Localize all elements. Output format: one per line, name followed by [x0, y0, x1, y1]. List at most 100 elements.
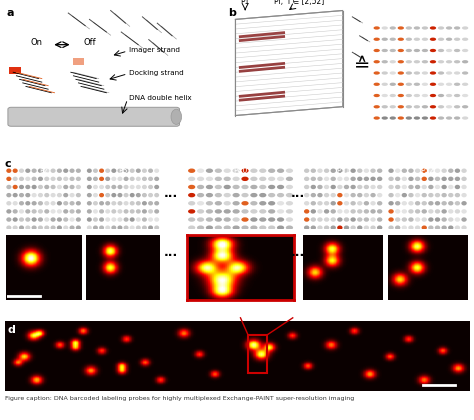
Circle shape — [461, 217, 467, 222]
Circle shape — [51, 193, 55, 197]
Circle shape — [154, 168, 159, 173]
Circle shape — [44, 168, 49, 173]
Circle shape — [435, 217, 440, 222]
Circle shape — [406, 116, 412, 120]
Circle shape — [38, 226, 43, 230]
Circle shape — [415, 217, 420, 222]
Circle shape — [390, 26, 396, 30]
Circle shape — [310, 168, 316, 173]
Circle shape — [374, 38, 380, 41]
Circle shape — [232, 226, 240, 230]
Circle shape — [461, 185, 467, 189]
Circle shape — [6, 201, 11, 205]
Circle shape — [421, 177, 427, 181]
Circle shape — [148, 217, 153, 222]
Circle shape — [250, 177, 257, 181]
Circle shape — [142, 217, 147, 222]
Circle shape — [124, 226, 128, 230]
Circle shape — [398, 26, 404, 30]
Circle shape — [277, 168, 284, 173]
Circle shape — [93, 201, 98, 205]
Circle shape — [344, 185, 349, 189]
Circle shape — [388, 217, 394, 222]
Circle shape — [415, 209, 420, 214]
Circle shape — [324, 168, 329, 173]
Circle shape — [99, 226, 104, 230]
Circle shape — [428, 177, 434, 181]
Circle shape — [44, 209, 49, 214]
Circle shape — [215, 217, 222, 222]
Circle shape — [382, 105, 388, 108]
Circle shape — [317, 201, 323, 205]
Circle shape — [441, 177, 447, 181]
Circle shape — [364, 217, 369, 222]
Circle shape — [401, 193, 407, 197]
Circle shape — [148, 201, 153, 205]
Circle shape — [461, 201, 467, 205]
Circle shape — [124, 201, 128, 205]
Circle shape — [390, 60, 396, 63]
Circle shape — [401, 209, 407, 214]
Circle shape — [454, 83, 460, 86]
Circle shape — [422, 38, 428, 41]
Circle shape — [188, 177, 195, 181]
Circle shape — [422, 60, 428, 63]
Circle shape — [357, 185, 363, 189]
Circle shape — [250, 217, 257, 222]
Circle shape — [324, 185, 329, 189]
Circle shape — [51, 217, 55, 222]
Circle shape — [224, 226, 231, 230]
Circle shape — [250, 201, 257, 205]
Circle shape — [38, 217, 43, 222]
Circle shape — [87, 226, 92, 230]
Circle shape — [304, 201, 310, 205]
Circle shape — [438, 49, 444, 52]
Circle shape — [406, 38, 412, 41]
Circle shape — [364, 168, 369, 173]
Circle shape — [142, 226, 147, 230]
Circle shape — [395, 193, 401, 197]
Circle shape — [406, 49, 412, 52]
Circle shape — [441, 168, 447, 173]
Circle shape — [364, 226, 369, 230]
Circle shape — [317, 168, 323, 173]
Circle shape — [310, 226, 316, 230]
Circle shape — [25, 201, 30, 205]
Circle shape — [330, 193, 336, 197]
Circle shape — [454, 71, 460, 75]
Circle shape — [99, 177, 104, 181]
Circle shape — [428, 193, 434, 197]
Circle shape — [63, 217, 68, 222]
Circle shape — [344, 193, 349, 197]
Circle shape — [250, 226, 257, 230]
Text: Figure caption: DNA barcoded labeling probes for highly multiplexed Exchange-PAI: Figure caption: DNA barcoded labeling pr… — [5, 396, 354, 401]
Circle shape — [44, 193, 49, 197]
Circle shape — [215, 177, 222, 181]
Circle shape — [105, 177, 110, 181]
Circle shape — [357, 226, 363, 230]
Circle shape — [390, 105, 396, 108]
Circle shape — [414, 116, 420, 120]
Circle shape — [268, 168, 275, 173]
Circle shape — [19, 201, 24, 205]
Circle shape — [377, 209, 383, 214]
Circle shape — [455, 226, 460, 230]
Circle shape — [462, 105, 468, 108]
Circle shape — [13, 177, 18, 181]
Circle shape — [401, 217, 407, 222]
Circle shape — [130, 226, 135, 230]
Circle shape — [76, 168, 81, 173]
Circle shape — [268, 185, 275, 189]
Circle shape — [374, 26, 380, 30]
Circle shape — [32, 185, 36, 189]
Circle shape — [44, 201, 49, 205]
Circle shape — [382, 60, 388, 63]
Circle shape — [259, 201, 266, 205]
Circle shape — [408, 226, 414, 230]
Text: ...: ... — [164, 186, 178, 199]
Circle shape — [350, 217, 356, 222]
Circle shape — [415, 226, 420, 230]
Circle shape — [215, 193, 222, 197]
Circle shape — [441, 193, 447, 197]
Circle shape — [414, 105, 420, 108]
